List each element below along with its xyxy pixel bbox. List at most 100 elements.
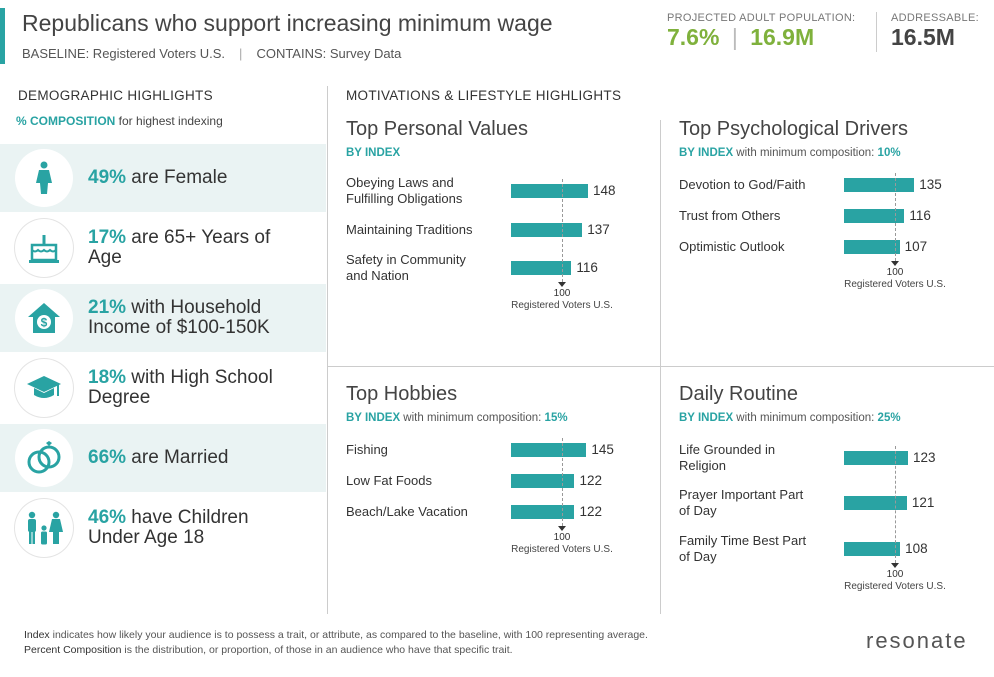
demographic-item: 49% are Female [0,144,326,212]
demographic-line2: Income of $100-150K [88,317,270,338]
demographic-item: $ 21% with Household Income of $100-150K [0,284,326,352]
demographic-pct: 46% [88,507,127,528]
panel-subtitle: BY INDEX with minimum composition: 15% [346,412,568,424]
demographic-line1: are Female [126,167,228,188]
baseline-label: Registered Voters U.S. [511,544,613,555]
header-accent-bar [0,8,5,64]
index-bar [844,178,915,192]
separator: | [239,46,243,61]
trait-label: Low Fat Foods [346,473,432,489]
composition-rest: for highest indexing [115,114,223,128]
trait-label: Trust from Others [679,208,780,224]
index-text: indicates how likely your audience is to… [49,629,648,641]
projected-values: 7.6% | 16.9M [667,24,855,51]
trait-label-line1: Beach/Lake Vacation [346,504,468,519]
demographic-text: 66% are Married [88,448,228,468]
trait-label-line2: Fulfilling Obligations [346,191,463,206]
trait-label-line2: of Day [679,503,717,518]
demographic-text: 18% with High School Degree [88,368,273,408]
trait-label-line1: Fishing [346,442,388,457]
demographic-line2: Degree [88,387,151,408]
trait-label-line1: Optimistic Outlook [679,239,785,254]
index-bar [511,443,587,457]
index-bar [844,496,907,510]
baseline-value: 100 [886,569,904,580]
trait-label-line1: Prayer Important Part [679,487,804,502]
wedding-rings-icon [15,429,73,487]
demographic-item: 18% with High School Degree [0,354,326,422]
trait-label-line1: Maintaining Traditions [346,222,473,237]
baseline-reference-line [562,179,563,282]
baseline-arrow-icon [891,563,899,568]
baseline-arrow-icon [558,526,566,531]
motivations-heading: MOTIVATIONS & LIFESTYLE HIGHLIGHTS [346,88,622,103]
composition-note-text: is the distribution, or proportion, of t… [121,644,513,656]
demographic-line2: Age [88,247,122,268]
baseline-value: 100 [886,267,904,278]
contains-label: CONTAINS: Survey Data [256,46,402,61]
projected-pct: 7.6% [667,24,720,50]
min-composition-text: with minimum composition: [400,412,545,424]
index-value: 122 [579,473,602,488]
baseline-value: 100 [553,288,571,299]
resonate-logo: resonate [866,628,968,653]
index-value: 135 [919,177,942,192]
trait-label: Prayer Important Part of Day [679,487,803,519]
index-bar [511,474,575,488]
trait-label: Fishing [346,442,388,458]
index-value: 121 [911,495,935,510]
trait-label-line2: Religion [679,458,726,473]
index-value: 122 [579,504,602,519]
house-dollar-icon: $ [15,289,73,347]
index-value: 108 [905,541,928,556]
family-icon [15,499,73,557]
demographic-pct: 21% [88,297,127,318]
by-index-label: BY INDEX [679,412,734,424]
trait-label: Obeying Laws and Fulfilling Obligations [346,175,462,207]
panel-subtitle: BY INDEX with minimum composition: 25% [679,412,901,424]
panel-title: Top Psychological Drivers [679,118,908,140]
demographic-pct: 49% [88,167,127,188]
composition-term: % COMPOSITION [16,114,116,128]
birthday-cake-icon [15,219,73,277]
trait-label: Optimistic Outlook [679,239,784,255]
projected-population: PROJECTED ADULT POPULATION: 7.6% | 16.9M [667,12,855,51]
baseline-arrow-icon [558,282,566,287]
demographic-line1: are 65+ Years of [126,227,271,248]
addressable-population: ADDRESSABLE: 16.5M [891,12,979,51]
trait-label: Beach/Lake Vacation [346,504,468,520]
demographic-item: 46% have Children Under Age 18 [0,494,326,562]
index-value: 145 [591,442,614,457]
index-value: 148 [592,183,616,198]
panel-divider-vertical [660,120,661,614]
trait-label-line2: and Nation [346,268,409,283]
index-value: 107 [904,239,928,254]
projected-count: 16.9M [750,24,815,50]
index-bar [844,209,905,223]
demographic-text: 17% are 65+ Years of Age [88,228,270,268]
by-index-label: BY INDEX [346,412,401,424]
min-composition-text: with minimum composition: [733,412,878,424]
panel-divider-horizontal [328,366,994,367]
female-icon [15,149,73,207]
trait-label: Maintaining Traditions [346,222,472,238]
demographic-heading: DEMOGRAPHIC HIGHLIGHTS [18,88,213,103]
trait-label-line1: Family Time Best Part [679,533,807,548]
trait-label-line1: Obeying Laws and [346,175,454,190]
index-bar [844,240,900,254]
demographic-line1: have Children [126,507,249,528]
baseline-label: Registered Voters U.S. [511,300,613,311]
min-composition-pct: 25% [877,412,901,424]
index-bar [844,542,901,556]
addressable-label: ADDRESSABLE: [891,12,979,24]
baseline-label: Registered Voters U.S. [844,581,946,592]
demographic-pct: 18% [88,367,127,388]
panel-title: Top Personal Values [346,118,528,140]
index-note: Index indicates how likely your audience… [24,628,648,643]
demographic-item: 17% are 65+ Years of Age [0,214,326,282]
index-bar [511,184,588,198]
demographic-subheading: % COMPOSITION for highest indexing [16,114,223,128]
demographic-text: 46% have Children Under Age 18 [88,508,249,548]
header-divider [876,12,877,52]
composition-note-term: Percent Composition [24,644,122,656]
